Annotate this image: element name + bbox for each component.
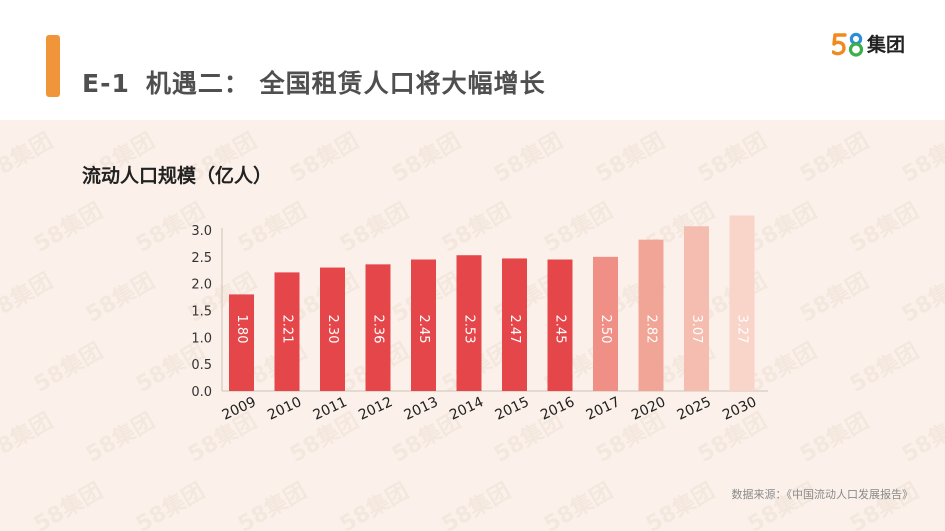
x-tick-label: 2016 bbox=[538, 394, 577, 424]
data-source: 数据来源：《中国流动人口发展报告》 bbox=[731, 488, 914, 501]
y-tick-label: 1.5 bbox=[191, 305, 212, 320]
bar-2011 bbox=[320, 267, 345, 391]
y-tick-label: 3.0 bbox=[191, 224, 212, 239]
bar-2009 bbox=[229, 294, 254, 391]
logo: 集团 bbox=[832, 30, 905, 57]
bar-value-label: 2.21 bbox=[280, 315, 295, 344]
x-tick-label: 2015 bbox=[493, 394, 532, 424]
bar-value-label: 2.30 bbox=[325, 315, 340, 344]
bar-2015 bbox=[502, 258, 527, 391]
logo-text: 集团 bbox=[867, 34, 906, 56]
bar-value-label: 1.80 bbox=[234, 315, 249, 344]
bar-value-label: 3.27 bbox=[735, 315, 750, 344]
x-tick-label: 2013 bbox=[402, 394, 441, 424]
x-tick-label: 2017 bbox=[584, 394, 623, 424]
bar-value-label: 3.07 bbox=[689, 315, 704, 344]
y-tick-label: 0.0 bbox=[191, 385, 212, 400]
bar-value-label: 2.45 bbox=[416, 315, 431, 344]
bar-value-label: 2.36 bbox=[371, 315, 386, 344]
y-tick-label: 2.5 bbox=[191, 251, 212, 266]
x-tick-label: 2012 bbox=[356, 394, 395, 424]
page-title: E-1 机遇二： 全国租赁人口将大幅增长 bbox=[82, 64, 546, 100]
x-axis-labels: 2009 2010 2011 2012 2013 2014 2015 2016 2017 2020… bbox=[220, 394, 760, 424]
y-tick-label: 0.5 bbox=[191, 358, 212, 373]
bar-value-label: 2.82 bbox=[644, 315, 659, 344]
bar-2014 bbox=[456, 255, 482, 391]
bar-2020 bbox=[638, 239, 664, 391]
bar-2030 bbox=[729, 215, 755, 391]
logo-58-icon bbox=[832, 32, 864, 57]
y-axis-labels: 0.0 0.5 1.0 1.5 2.0 2.5 3.0 bbox=[191, 224, 212, 400]
bar-value-label: 2.45 bbox=[553, 315, 568, 344]
x-tick-label: 2025 bbox=[675, 394, 714, 424]
header: E-1 机遇二： 全国租赁人口将大幅增长 集团 bbox=[0, 0, 945, 120]
x-tick-label: 2014 bbox=[447, 394, 486, 424]
bar-value-label: 2.47 bbox=[507, 315, 522, 344]
bar-value-label: 2.53 bbox=[462, 315, 477, 344]
x-tick-label: 2010 bbox=[265, 394, 304, 424]
chart-title: 流动人口规模（亿人） bbox=[82, 165, 273, 187]
y-tick-label: 2.0 bbox=[191, 278, 212, 293]
bar-2016 bbox=[547, 259, 573, 391]
x-tick-label: 2030 bbox=[720, 394, 759, 424]
bar-2013 bbox=[411, 259, 436, 391]
accent-bar bbox=[46, 35, 60, 97]
title-text: 机遇二： 全国租赁人口将大幅增长 bbox=[145, 69, 546, 98]
x-tick-label: 2009 bbox=[220, 394, 259, 424]
section-code: E-1 bbox=[82, 69, 130, 98]
bar-2017 bbox=[593, 256, 618, 391]
y-tick-label: 1.0 bbox=[191, 331, 212, 346]
bar-2010 bbox=[274, 272, 300, 391]
bar-value-label: 2.50 bbox=[598, 315, 613, 344]
bar-2025 bbox=[684, 226, 709, 391]
x-tick-label: 2020 bbox=[629, 394, 668, 424]
bar-2012 bbox=[365, 264, 391, 391]
bars: 1.80 2.21 2.30 2.36 2.45 2.53 2.47 2.45 2.50 2.82… bbox=[229, 215, 755, 391]
x-tick-label: 2011 bbox=[311, 394, 350, 424]
